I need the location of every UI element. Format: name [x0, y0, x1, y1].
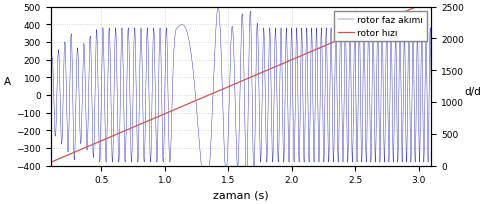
rotor hızı — [249, 76, 255, 79]
rotor faz akımı — [249, 85, 255, 88]
rotor faz akımı — [60, 121, 65, 124]
rotor hızı — [89, 144, 95, 146]
Y-axis label: d/d: d/d — [463, 87, 480, 97]
rotor faz akımı — [131, 38, 136, 40]
rotor faz akımı — [47, 94, 53, 97]
Line: rotor faz akımı: rotor faz akımı — [50, 8, 430, 192]
rotor faz akımı — [139, 56, 145, 59]
Legend: rotor faz akımı, rotor hızı: rotor faz akımı, rotor hızı — [333, 12, 426, 42]
Line: rotor hızı: rotor hızı — [50, 1, 430, 163]
rotor faz akımı — [215, 7, 221, 9]
rotor faz akımı — [202, 191, 208, 193]
rotor hızı — [139, 123, 145, 125]
rotor hızı — [131, 126, 136, 129]
Y-axis label: A: A — [4, 77, 11, 87]
rotor faz akımı — [89, 109, 95, 111]
rotor hızı — [377, 22, 383, 24]
X-axis label: zaman (s): zaman (s) — [212, 190, 268, 200]
rotor hızı — [60, 156, 65, 159]
rotor faz akımı — [377, 123, 383, 125]
rotor hızı — [427, 0, 433, 2]
rotor hızı — [47, 161, 53, 164]
rotor faz akımı — [427, 110, 433, 112]
